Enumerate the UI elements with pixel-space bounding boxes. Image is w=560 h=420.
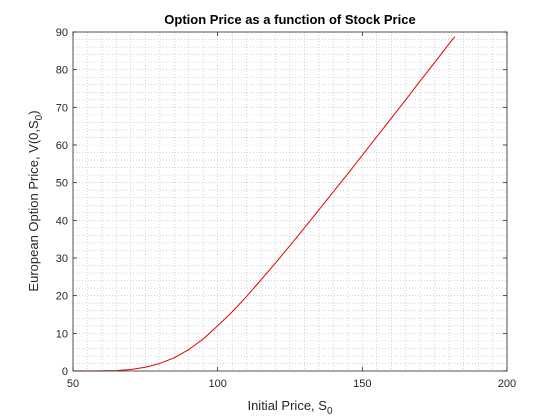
y-axis-label: European Option Price, V(0,S0) (26, 110, 45, 291)
series-layer (73, 36, 456, 372)
y-tick-label: 90 (56, 27, 68, 39)
y-tick-label: 40 (56, 215, 68, 227)
y-tick-label: 30 (56, 253, 68, 265)
y-tick-label: 80 (56, 65, 68, 77)
chart-title: Option Price as a function of Stock Pric… (164, 12, 415, 27)
grid-lines (73, 32, 507, 371)
series-line-option-price (73, 36, 456, 372)
x-tick-label: 50 (67, 378, 79, 390)
y-tick-label: 10 (56, 328, 68, 340)
x-tick-label: 150 (353, 378, 371, 390)
y-tick-labels: 0 10 20 30 40 50 60 70 80 90 (56, 27, 68, 378)
y-tick-label: 60 (56, 140, 68, 152)
plot-frame (72, 31, 508, 372)
x-axis-label: Initial Price, S0 (247, 398, 332, 417)
y-axis-label-main: European Option Price, V(0,S (26, 120, 41, 292)
x-axis-label-main: Initial Price, S (247, 398, 327, 413)
y-tick-label: 70 (56, 102, 68, 114)
y-tick-label: 0 (62, 366, 68, 378)
y-tick-label: 50 (56, 178, 68, 190)
x-tick-labels: 50 100 150 200 (67, 378, 516, 390)
x-tick-label: 100 (208, 378, 226, 390)
x-tick-label: 200 (498, 378, 516, 390)
y-axis-label-subscript: 0 (34, 114, 45, 120)
tick-marks (72, 31, 508, 372)
x-axis-label-subscript: 0 (327, 406, 333, 417)
y-axis-label-suffix: ) (26, 110, 41, 114)
y-tick-label: 20 (56, 291, 68, 303)
